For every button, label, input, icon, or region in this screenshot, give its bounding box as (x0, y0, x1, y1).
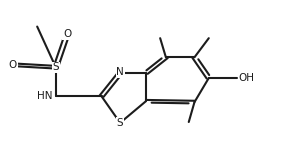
Text: O: O (63, 29, 71, 39)
Text: O: O (9, 60, 17, 70)
Text: S: S (117, 118, 124, 128)
Text: N: N (116, 67, 124, 77)
Text: S: S (52, 62, 59, 72)
Text: OH: OH (239, 73, 255, 83)
Text: HN: HN (37, 91, 53, 101)
